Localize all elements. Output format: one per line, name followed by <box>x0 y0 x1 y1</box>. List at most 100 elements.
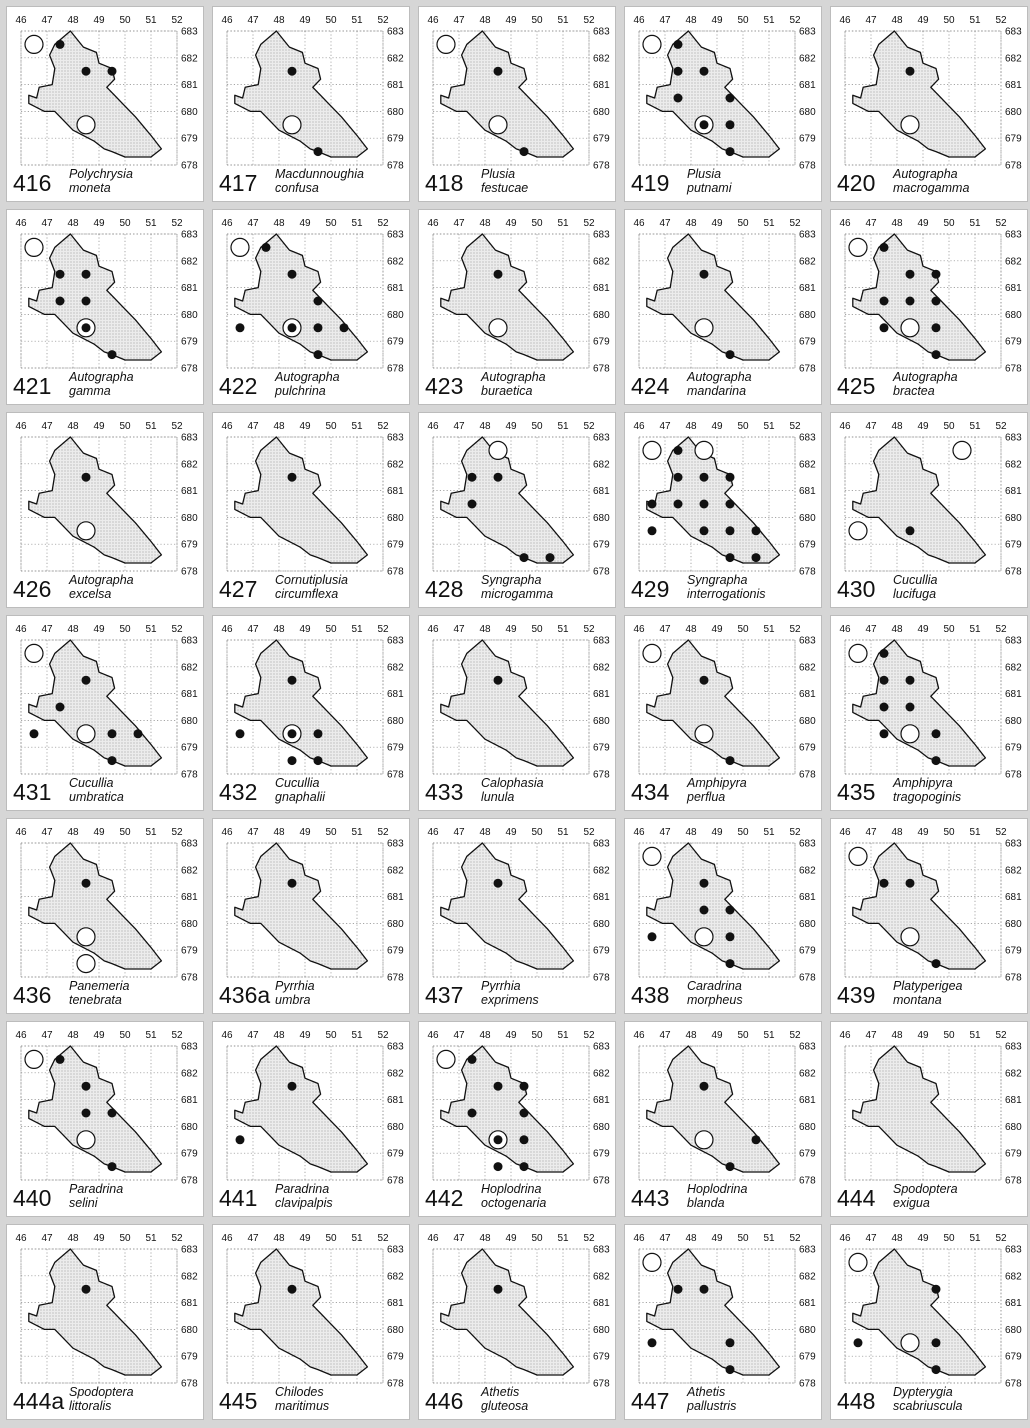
y-tick-label: 681 <box>181 689 198 700</box>
x-tick-label: 52 <box>377 218 389 229</box>
x-tick-label: 50 <box>119 421 131 432</box>
genus-name: Autographa <box>687 370 752 384</box>
filled-dot-marker <box>287 675 297 685</box>
filled-dot-marker <box>725 905 735 915</box>
x-tick-label: 48 <box>479 624 491 635</box>
filled-dot-marker <box>931 1338 941 1348</box>
genus-name: Platyperigea <box>893 979 963 993</box>
x-tick-label: 50 <box>737 624 749 635</box>
genus-name: Spodoptera <box>893 1182 958 1196</box>
x-tick-label: 50 <box>119 1030 131 1041</box>
x-tick-label: 48 <box>273 1030 285 1041</box>
species-name: Dypterygia scabriuscula <box>893 1385 962 1413</box>
x-tick-label: 50 <box>737 1030 749 1041</box>
genus-name: Dypterygia <box>893 1385 953 1399</box>
x-tick-label: 50 <box>531 218 543 229</box>
y-tick-label: 681 <box>181 892 198 903</box>
open-circle-marker <box>694 724 714 744</box>
x-tick-label: 52 <box>789 827 801 838</box>
y-tick-label: 681 <box>799 1298 816 1309</box>
genus-name: Panemeria <box>69 979 130 993</box>
species-name: Autographa excelsa <box>69 573 134 601</box>
species-name: Hoplodrina octogenaria <box>481 1182 546 1210</box>
species-name: Pyrrhia umbra <box>275 979 315 1007</box>
y-tick-label: 679 <box>593 1149 610 1160</box>
genus-name: Amphipyra <box>687 776 747 790</box>
filled-dot-marker <box>931 269 941 279</box>
y-tick-label: 681 <box>593 1095 610 1106</box>
y-tick-label: 682 <box>1005 256 1022 267</box>
filled-dot-marker <box>81 1108 91 1118</box>
x-tick-label: 47 <box>247 624 259 635</box>
species-number: 439 <box>837 982 876 1008</box>
x-tick-label: 47 <box>659 1233 671 1244</box>
x-tick-label: 51 <box>145 827 157 838</box>
filled-dot-marker <box>905 66 915 76</box>
x-tick-label: 50 <box>325 827 337 838</box>
y-tick-label: 678 <box>799 1176 816 1187</box>
y-tick-label: 678 <box>387 770 404 781</box>
species-map-panel: 46 47 48 49 50 51 52 683 682 681 680 679 678 418 Plusi… <box>418 6 616 202</box>
x-tick-label: 51 <box>351 1030 363 1041</box>
filled-dot-marker <box>107 756 117 766</box>
x-tick-label: 49 <box>93 1030 105 1041</box>
y-tick-label: 683 <box>387 1042 404 1053</box>
filled-dot-marker <box>81 878 91 888</box>
y-tick-label: 680 <box>593 716 610 727</box>
x-tick-label: 47 <box>247 421 259 432</box>
filled-dot-marker <box>81 323 91 333</box>
open-circle-marker <box>76 115 96 135</box>
y-tick-label: 678 <box>181 973 198 984</box>
open-circle-marker <box>642 440 662 461</box>
region-outline <box>28 1045 163 1173</box>
y-tick-label: 678 <box>181 1176 198 1187</box>
y-tick-label: 681 <box>387 689 404 700</box>
x-tick-label: 51 <box>763 827 775 838</box>
y-tick-label: 679 <box>593 1352 610 1363</box>
y-tick-label: 683 <box>181 1042 198 1053</box>
region-outline <box>440 842 575 970</box>
y-tick-label: 679 <box>1005 743 1022 754</box>
x-tick-label: 52 <box>171 1233 183 1244</box>
region-outline <box>646 639 781 767</box>
genus-name: Syngrapha <box>481 573 542 587</box>
x-tick-label: 49 <box>505 421 517 432</box>
species-epithet: confusa <box>275 181 319 195</box>
species-number: 440 <box>13 1185 52 1211</box>
y-tick-label: 678 <box>1005 1379 1022 1390</box>
y-tick-label: 682 <box>593 865 610 876</box>
x-tick-label: 47 <box>659 218 671 229</box>
species-map-panel: 46 47 48 49 50 51 52 683 682 681 680 679 678 428 Syngr… <box>418 412 616 608</box>
x-tick-label: 48 <box>685 827 697 838</box>
y-tick-label: 683 <box>799 230 816 241</box>
x-tick-label: 48 <box>891 218 903 229</box>
y-tick-label: 682 <box>387 1271 404 1282</box>
y-tick-label: 681 <box>799 283 816 294</box>
y-tick-label: 682 <box>593 1271 610 1282</box>
x-tick-label: 50 <box>943 421 955 432</box>
open-circle-marker <box>76 1130 96 1150</box>
x-tick-label: 46 <box>221 15 233 26</box>
y-tick-label: 683 <box>799 636 816 647</box>
y-tick-label: 682 <box>1005 865 1022 876</box>
filled-dot-marker <box>313 323 323 333</box>
y-tick-label: 681 <box>799 689 816 700</box>
species-number: 422 <box>219 373 258 399</box>
region-outline <box>852 436 987 564</box>
y-tick-label: 682 <box>387 256 404 267</box>
x-tick-label: 50 <box>119 1233 131 1244</box>
x-tick-label: 46 <box>633 1030 645 1041</box>
filled-dot-marker <box>313 350 323 360</box>
region-outline <box>28 436 163 564</box>
x-tick-label: 52 <box>583 421 595 432</box>
species-map-panel: 46 47 48 49 50 51 52 683 682 681 680 679 678 442 Hoplo… <box>418 1021 616 1217</box>
species-epithet: exprimens <box>481 993 539 1007</box>
open-circle-marker <box>848 643 868 664</box>
species-number: 416 <box>13 170 52 196</box>
species-epithet: interrogationis <box>687 587 766 601</box>
x-tick-label: 48 <box>67 1233 79 1244</box>
filled-dot-marker <box>467 1108 477 1118</box>
species-map-panel: 46 47 48 49 50 51 52 683 682 681 680 679 678 421 Autog… <box>6 209 204 405</box>
filled-dot-marker <box>905 702 915 712</box>
